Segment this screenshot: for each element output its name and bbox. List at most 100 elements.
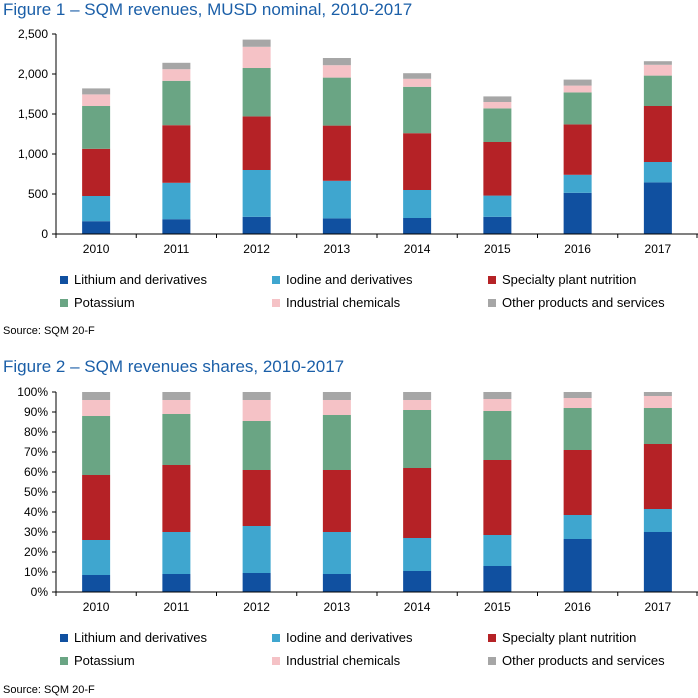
figure1-title: Figure 1 – SQM revenues, MUSD nominal, 2… (3, 0, 413, 19)
legend-label: Industrial chemicals (286, 653, 401, 668)
bar-segment-other-2010 (82, 88, 111, 95)
bar-segment-industrial-2010 (82, 400, 111, 416)
bar-segment-other-2012 (242, 392, 271, 400)
bar-segment-other-2017 (643, 392, 672, 396)
bar-segment-other-2012 (242, 39, 271, 47)
figure1-source: Source: SQM 20-F (3, 325, 95, 337)
bar-segment-potassium-2014 (403, 410, 432, 468)
x-tick-label: 2017 (645, 600, 672, 614)
bar-segment-iodine-2013 (322, 180, 351, 219)
bar-segment-industrial-2014 (403, 400, 432, 410)
x-tick-label: 2014 (404, 600, 431, 614)
legend-label: Potassium (74, 295, 135, 310)
y-tick-label: 90% (24, 405, 48, 419)
bar-segment-lithium-2016 (563, 192, 592, 234)
legend-swatch (272, 656, 280, 665)
x-tick-label: 2015 (484, 600, 511, 614)
y-tick-label: 80% (24, 425, 48, 439)
bar-segment-iodine-2016 (563, 515, 592, 539)
y-tick-label: 60% (24, 465, 48, 479)
bar-segment-potassium-2013 (322, 415, 351, 470)
bar-segment-lithium-2015 (483, 216, 512, 234)
bar-segment-other-2010 (82, 392, 111, 400)
bar-segment-industrial-2017 (643, 64, 672, 76)
bar-segment-specialty-2015 (483, 460, 512, 535)
legend-swatch (60, 656, 68, 665)
figure1-legend: Lithium and derivatives Iodine and deriva… (0, 272, 698, 318)
legend-item-industrial: Industrial chemicals (272, 295, 400, 310)
bar-segment-industrial-2013 (322, 400, 351, 415)
x-tick-label: 2010 (83, 242, 110, 256)
bar-segment-lithium-2017 (643, 182, 672, 234)
bar-segment-industrial-2013 (322, 65, 351, 78)
legend-item-iodine: Iodine and derivatives (272, 272, 412, 287)
bar-segment-potassium-2011 (162, 80, 191, 126)
legend-item-other: Other products and services (488, 653, 665, 668)
y-tick-label: 0% (31, 585, 49, 599)
bar-segment-lithium-2011 (162, 574, 191, 592)
legend-swatch (488, 656, 496, 665)
legend-item-lithium: Lithium and derivatives (60, 630, 207, 645)
bar-segment-industrial-2017 (643, 396, 672, 408)
bar-segment-lithium-2014 (403, 571, 432, 592)
legend-item-potassium: Potassium (60, 653, 135, 668)
bar-segment-other-2014 (403, 73, 432, 79)
bar-segment-iodine-2010 (82, 196, 111, 222)
x-tick-label: 2015 (484, 242, 511, 256)
legend-label: Other products and services (502, 653, 665, 668)
bar-segment-specialty-2011 (162, 125, 191, 183)
bar-segment-potassium-2011 (162, 414, 191, 465)
bar-segment-potassium-2012 (242, 68, 271, 117)
bar-segment-other-2015 (483, 96, 512, 102)
bar-segment-lithium-2014 (403, 218, 432, 234)
bar-segment-other-2015 (483, 392, 512, 399)
y-tick-label: 1,500 (18, 107, 48, 121)
bar-segment-other-2011 (162, 62, 191, 70)
legend-item-potassium: Potassium (60, 295, 135, 310)
bar-segment-specialty-2017 (643, 444, 672, 509)
y-tick-label: 2,500 (18, 27, 48, 41)
legend-label: Potassium (74, 653, 135, 668)
legend-swatch (488, 275, 496, 284)
bar-segment-industrial-2015 (483, 399, 512, 411)
y-tick-label: 100% (17, 385, 48, 399)
bar-segment-iodine-2014 (403, 538, 432, 571)
legend-item-iodine: Iodine and derivatives (272, 630, 412, 645)
bar-segment-potassium-2010 (82, 416, 111, 475)
bar-segment-lithium-2013 (322, 574, 351, 592)
x-tick-label: 2011 (163, 242, 189, 256)
figure2-legend: Lithium and derivatives Iodine and deriva… (0, 630, 698, 676)
x-tick-label: 2013 (324, 600, 351, 614)
x-tick-label: 2013 (324, 242, 351, 256)
bar-segment-potassium-2017 (643, 75, 672, 106)
legend-label: Specialty plant nutrition (502, 630, 637, 645)
bar-segment-specialty-2016 (563, 450, 592, 515)
legend-label: Lithium and derivatives (74, 630, 207, 645)
bar-segment-specialty-2012 (242, 116, 271, 170)
bar-segment-lithium-2013 (322, 218, 351, 234)
bar-segment-iodine-2017 (643, 162, 672, 183)
bar-segment-lithium-2011 (162, 219, 191, 234)
bar-segment-potassium-2014 (403, 86, 432, 134)
bar-segment-iodine-2011 (162, 182, 191, 220)
bar-segment-potassium-2016 (563, 408, 592, 450)
bar-segment-specialty-2012 (242, 470, 271, 526)
bar-segment-specialty-2010 (82, 148, 111, 196)
legend-label: Iodine and derivatives (286, 272, 413, 287)
bar-segment-potassium-2010 (82, 106, 111, 149)
y-tick-label: 0 (41, 227, 48, 241)
bar-segment-iodine-2010 (82, 540, 111, 575)
bar-segment-industrial-2012 (242, 46, 271, 68)
legend-item-other: Other products and services (488, 295, 665, 310)
bar-segment-specialty-2014 (403, 133, 432, 190)
figure2-title: Figure 2 – SQM revenues shares, 2010-201… (3, 357, 345, 376)
bar-segment-other-2011 (162, 392, 191, 400)
bar-segment-potassium-2012 (242, 421, 271, 470)
bar-segment-specialty-2013 (322, 125, 351, 181)
legend-item-specialty: Specialty plant nutrition (488, 272, 636, 287)
legend-swatch (272, 275, 280, 284)
bar-segment-lithium-2010 (82, 575, 111, 592)
bar-segment-specialty-2010 (82, 475, 111, 540)
bar-segment-potassium-2016 (563, 92, 592, 125)
x-tick-label: 2011 (163, 600, 189, 614)
